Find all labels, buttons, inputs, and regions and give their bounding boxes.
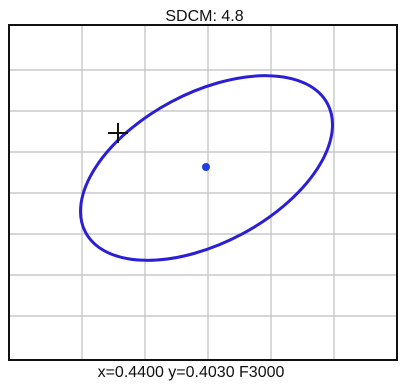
crosshair-cursor-icon [108,123,128,143]
macadam-ellipse [79,74,334,262]
center-point-series [202,163,210,171]
ellipse-center-point [202,163,210,171]
macadam-ellipse-series [79,74,334,262]
coordinate-readout: x=0.4400 y=0.4030 F3000 [97,364,285,381]
plot-grid [9,25,397,360]
plot-frame [8,24,398,361]
chart-title: SDCM: 4.8 [165,8,244,25]
